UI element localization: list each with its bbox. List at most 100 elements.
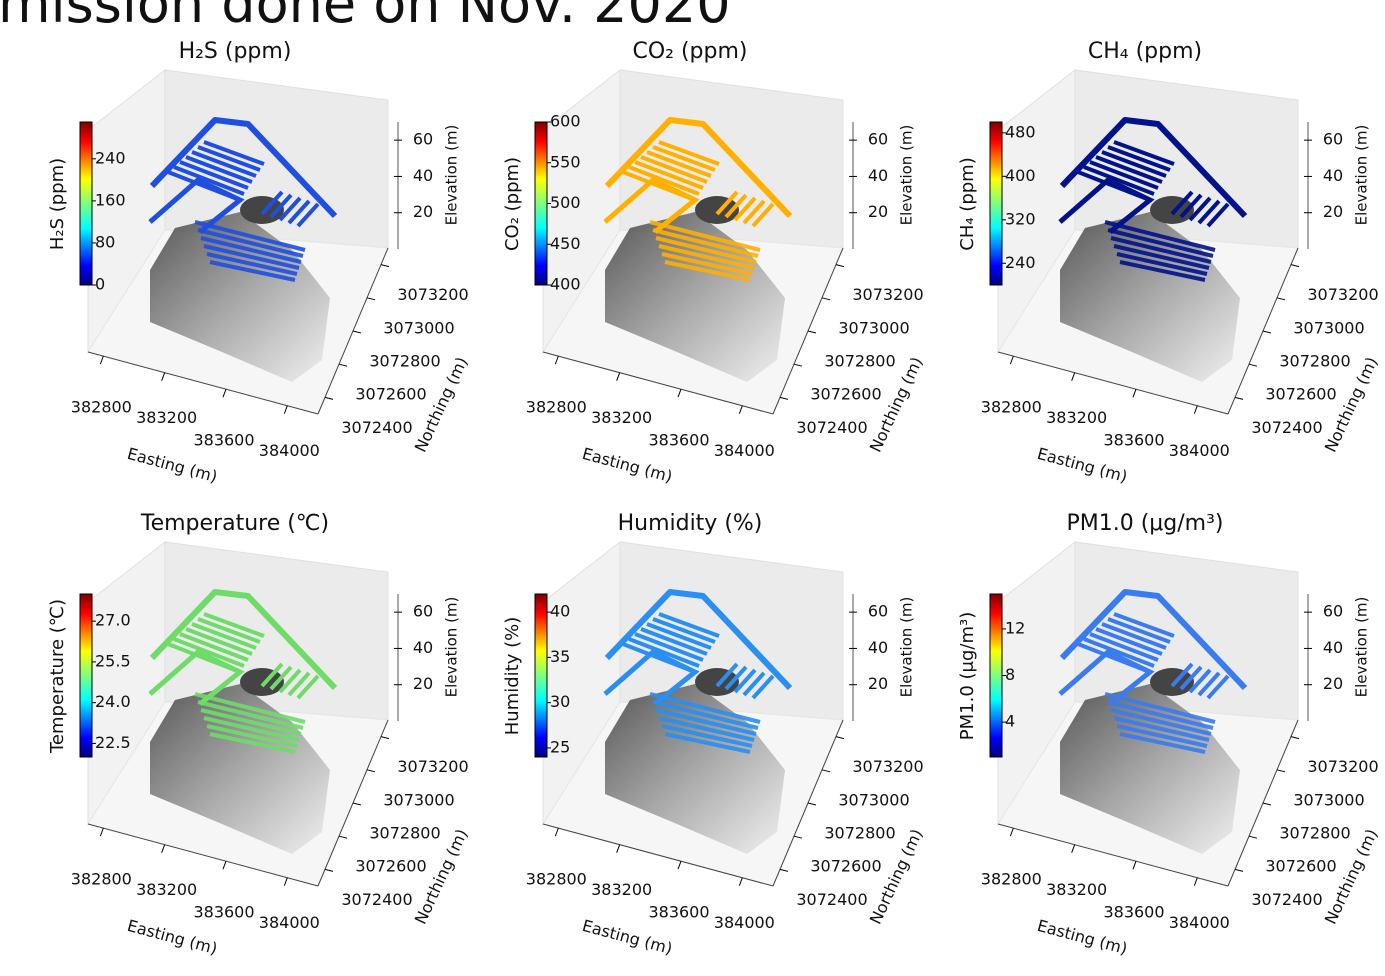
x-tick-label: 384000 bbox=[714, 441, 775, 460]
x-tick bbox=[162, 845, 165, 853]
x-tick bbox=[617, 845, 620, 853]
x-tick-label: 382800 bbox=[526, 870, 587, 889]
y-tick bbox=[1263, 803, 1271, 805]
y-tick-label: 3073000 bbox=[838, 318, 909, 337]
y-tick bbox=[381, 737, 389, 739]
x-tick bbox=[617, 373, 620, 381]
z-tick-label: 60 bbox=[868, 130, 888, 149]
colorbar-tick-label: 550 bbox=[550, 152, 581, 171]
x-tick bbox=[162, 373, 165, 381]
x-tick-label: 383600 bbox=[1103, 903, 1164, 922]
y-tick bbox=[822, 770, 830, 772]
x-tick-label: 383600 bbox=[1103, 431, 1164, 450]
colorbar-tick-label: 25.5 bbox=[95, 651, 131, 670]
y-tick-label: 3073200 bbox=[397, 757, 468, 776]
y-tick bbox=[780, 869, 788, 871]
panel: 4812PM1.0 (μg/m³)204060Elevation (m)3828… bbox=[957, 511, 1381, 958]
y-tick bbox=[1249, 364, 1257, 366]
y-tick bbox=[353, 331, 361, 333]
panel: 400450500550600CO₂ (ppm)204060Elevation … bbox=[502, 39, 926, 486]
colorbar-tick-label: 0 bbox=[95, 275, 105, 294]
z-tick-label: 60 bbox=[413, 602, 433, 621]
colorbar bbox=[990, 594, 1002, 757]
x-tick bbox=[678, 389, 681, 397]
z-tick-label: 60 bbox=[413, 130, 433, 149]
z-axis-label: Elevation (m) bbox=[1353, 597, 1371, 698]
colorbar-tick-label: 40 bbox=[550, 602, 570, 621]
y-tick bbox=[325, 397, 333, 399]
x-tick bbox=[555, 828, 558, 836]
y-tick-label: 3073200 bbox=[397, 285, 468, 304]
x-tick bbox=[678, 861, 681, 869]
y-tick bbox=[1291, 737, 1299, 739]
colorbar-label: Humidity (%) bbox=[502, 617, 523, 736]
y-tick bbox=[836, 265, 844, 267]
y-tick-label: 3072600 bbox=[1265, 857, 1336, 876]
y-tick-label: 3073200 bbox=[1307, 757, 1378, 776]
x-tick bbox=[1072, 373, 1075, 381]
x-tick-label: 383200 bbox=[136, 880, 197, 899]
x-axis-label: Easting (m) bbox=[580, 444, 674, 486]
x-tick-label: 382800 bbox=[981, 870, 1042, 889]
x-tick-label: 384000 bbox=[714, 913, 775, 932]
y-tick bbox=[1235, 869, 1243, 871]
z-tick-label: 20 bbox=[1323, 674, 1343, 693]
y-tick bbox=[381, 265, 389, 267]
z-tick-label: 40 bbox=[868, 166, 888, 185]
figure: mission done on Nov. 2020 080160240H₂S (… bbox=[0, 0, 1385, 976]
x-axis-label: Easting (m) bbox=[125, 444, 219, 486]
colorbar-tick-label: 600 bbox=[550, 112, 581, 131]
x-tick-label: 384000 bbox=[259, 441, 320, 460]
x-tick-label: 383600 bbox=[648, 431, 709, 450]
y-tick bbox=[780, 397, 788, 399]
colorbar bbox=[80, 122, 92, 285]
colorbar-tick-label: 80 bbox=[95, 232, 115, 251]
y-tick bbox=[794, 836, 802, 838]
z-tick-label: 20 bbox=[868, 202, 888, 221]
colorbar bbox=[535, 122, 547, 285]
x-tick bbox=[555, 356, 558, 364]
x-tick-label: 384000 bbox=[1169, 913, 1230, 932]
figure-title: mission done on Nov. 2020 bbox=[0, 0, 731, 35]
y-tick-label: 3072600 bbox=[810, 857, 881, 876]
colorbar-label: PM1.0 (μg/m³) bbox=[957, 612, 978, 740]
colorbar-tick-label: 400 bbox=[1005, 166, 1036, 185]
x-tick-label: 383200 bbox=[136, 408, 197, 427]
y-tick bbox=[808, 803, 816, 805]
panel: 080160240H₂S (ppm)204060Elevation (m)382… bbox=[47, 39, 471, 486]
y-tick bbox=[808, 331, 816, 333]
y-tick-label: 3072400 bbox=[341, 890, 412, 909]
colorbar bbox=[535, 594, 547, 757]
y-tick-label: 3072400 bbox=[1251, 418, 1322, 437]
z-tick-label: 40 bbox=[413, 166, 433, 185]
y-tick-label: 3073000 bbox=[1293, 318, 1364, 337]
x-axis-label: Easting (m) bbox=[1035, 444, 1129, 486]
x-tick bbox=[100, 828, 103, 836]
colorbar-tick-label: 22.5 bbox=[95, 733, 131, 752]
y-tick-label: 3072400 bbox=[796, 418, 867, 437]
z-tick-label: 60 bbox=[868, 602, 888, 621]
colorbar bbox=[80, 594, 92, 757]
y-tick-label: 3073200 bbox=[1307, 285, 1378, 304]
colorbar bbox=[990, 122, 1002, 285]
x-axis-label: Easting (m) bbox=[580, 916, 674, 958]
y-tick bbox=[339, 364, 347, 366]
x-tick-label: 383200 bbox=[591, 408, 652, 427]
y-tick-label: 3072400 bbox=[341, 418, 412, 437]
x-tick bbox=[1010, 356, 1013, 364]
z-tick-label: 20 bbox=[868, 674, 888, 693]
x-tick-label: 383200 bbox=[1046, 408, 1107, 427]
y-tick bbox=[339, 836, 347, 838]
z-tick-label: 20 bbox=[1323, 202, 1343, 221]
y-tick-label: 3072800 bbox=[1279, 824, 1350, 843]
colorbar-tick-label: 500 bbox=[550, 193, 581, 212]
colorbar-tick-label: 400 bbox=[550, 275, 581, 294]
x-tick-label: 383200 bbox=[1046, 880, 1107, 899]
panel-title: PM1.0 (μg/m³) bbox=[1066, 511, 1223, 536]
y-tick bbox=[367, 770, 375, 772]
y-tick bbox=[325, 869, 333, 871]
x-axis-label: Easting (m) bbox=[125, 916, 219, 958]
x-tick-label: 384000 bbox=[259, 913, 320, 932]
x-tick-label: 383600 bbox=[193, 903, 254, 922]
x-axis-label: Easting (m) bbox=[1035, 916, 1129, 958]
